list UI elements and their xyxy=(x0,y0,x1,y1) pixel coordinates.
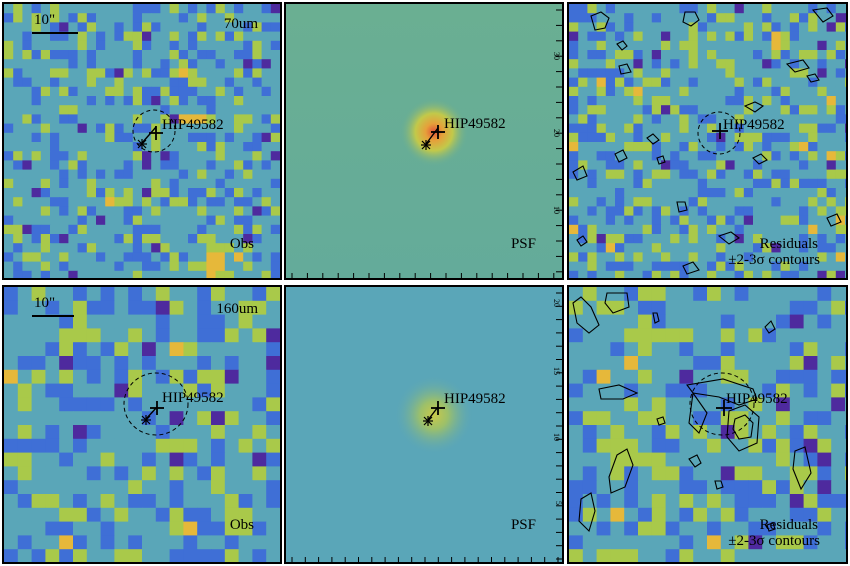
axis-tick-label: 5 xyxy=(554,501,563,505)
scale-bar-label: 10" xyxy=(34,12,56,28)
overlay-160-res xyxy=(572,292,812,533)
aperture-circle xyxy=(132,109,176,153)
panel-70um-residuals: HIP49582 Residuals ±2-3σ contours xyxy=(567,2,848,280)
target-label: HIP49582 xyxy=(726,391,788,407)
axis-tick-label: 20 xyxy=(552,129,561,137)
axis-tick-label: 30 xyxy=(552,52,561,60)
axis-ticks xyxy=(291,9,562,278)
target-label: HIP49582 xyxy=(162,390,224,406)
overlay-160-psf xyxy=(291,292,562,562)
target-label: HIP49582 xyxy=(162,117,224,133)
contour-lines xyxy=(572,292,812,533)
target-label: HIP49582 xyxy=(723,117,785,133)
band-label: 160um xyxy=(216,301,258,317)
asterisk-marker xyxy=(137,139,147,149)
target-label: HIP49582 xyxy=(444,391,506,407)
panel-70um-psf: HIP49582 PSF 30 20 10 xyxy=(284,2,564,280)
axis-tick-label: 10 xyxy=(552,433,561,441)
panel-160um-obs: 10" 160um HIP49582 Obs xyxy=(2,285,282,564)
noise-map-70-res xyxy=(569,4,846,278)
band-label: 70um xyxy=(223,16,258,32)
axis-tick-label: 10 xyxy=(552,206,561,214)
overlay-70-psf xyxy=(291,9,562,278)
panel-160um-residuals: HIP49582 Residuals ±2-3σ contours xyxy=(567,285,848,564)
scale-bar-label: 10" xyxy=(34,295,56,311)
panel-70um-obs: 10" 70um HIP49582 Obs xyxy=(2,2,282,280)
overlay-70-obs xyxy=(32,32,176,153)
noise-map-160-res xyxy=(569,287,846,562)
contour-lines xyxy=(572,7,842,275)
obs-label: Obs xyxy=(229,236,254,252)
psf-label: PSF xyxy=(510,236,536,252)
noise-map-70-obs xyxy=(4,4,280,278)
contours-label: ±2-3σ contours xyxy=(728,252,820,268)
psf-label: PSF xyxy=(510,517,536,533)
target-label: HIP49582 xyxy=(444,116,506,132)
axis-tick-label: 15 xyxy=(552,367,561,375)
contours-label: ±2-3σ contours xyxy=(728,533,820,549)
overlay-160-obs xyxy=(32,315,189,436)
overlay-70-res xyxy=(572,7,842,275)
panel-160um-psf: HIP49582 PSF 20 15 10 5 xyxy=(284,285,564,564)
obs-label: Obs xyxy=(229,517,254,533)
axis-tick-label: 20 xyxy=(552,299,561,307)
offset-line xyxy=(141,126,157,144)
residuals-label: Residuals xyxy=(759,236,818,252)
noise-map-160-obs xyxy=(4,287,280,562)
residuals-label: Residuals xyxy=(759,517,818,533)
plus-marker xyxy=(149,126,163,140)
